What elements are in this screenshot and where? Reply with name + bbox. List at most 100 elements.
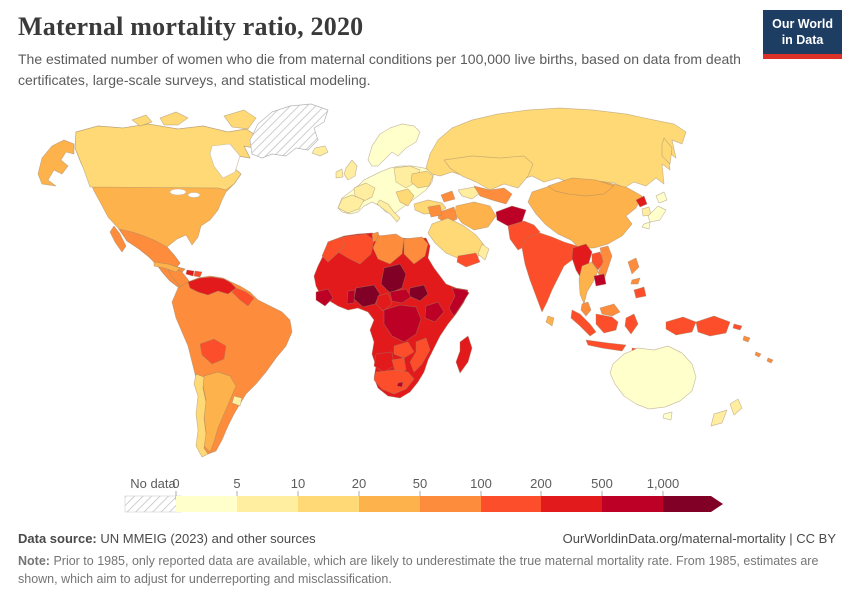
country-india[interactable] — [521, 232, 589, 313]
legend-bin-5[interactable] — [481, 496, 541, 512]
country-ukraine[interactable] — [410, 170, 434, 189]
country-indonesia[interactable] — [665, 316, 697, 336]
country-australia[interactable] — [662, 411, 673, 421]
country-japan[interactable] — [655, 191, 668, 204]
country-mozambique[interactable] — [409, 337, 431, 373]
legend-bin-6[interactable] — [541, 496, 602, 512]
country-iceland[interactable] — [311, 145, 329, 157]
country-indonesia[interactable] — [570, 309, 597, 337]
country-indonesia[interactable] — [585, 339, 627, 352]
legend-bin-4[interactable] — [420, 496, 481, 512]
country-arctic-islands[interactable] — [131, 114, 153, 127]
country-libya[interactable] — [372, 233, 405, 265]
country-algeria[interactable] — [337, 233, 375, 265]
legend-bin-3[interactable] — [359, 496, 420, 512]
country-dominican-republic[interactable] — [193, 270, 203, 278]
country-oman[interactable] — [477, 243, 490, 261]
country-caucasus[interactable] — [440, 190, 456, 203]
country-north-korea[interactable] — [635, 195, 648, 208]
legend-bin-0[interactable] — [176, 496, 237, 512]
country-mongolia[interactable] — [547, 177, 615, 197]
world-map[interactable] — [28, 96, 848, 468]
country-uzbekistan-region[interactable] — [473, 185, 513, 205]
legend-bin-2[interactable] — [298, 496, 359, 512]
country-pacific-islands[interactable] — [754, 351, 762, 358]
country-pacific-islands[interactable] — [766, 357, 774, 364]
country-cambodia[interactable] — [593, 273, 607, 287]
country-dr-congo[interactable] — [383, 304, 422, 343]
country-new-zealand[interactable] — [729, 398, 743, 416]
owid-logo[interactable]: Our World in Data — [763, 10, 842, 59]
legend-bin-1[interactable] — [237, 496, 298, 512]
country-indonesia[interactable] — [624, 313, 639, 335]
legend-bin-7[interactable] — [602, 496, 663, 512]
no-data-swatch[interactable] — [124, 495, 182, 513]
country-balkans[interactable] — [395, 188, 415, 207]
country-mexico[interactable] — [109, 225, 127, 253]
country-kenya[interactable] — [424, 301, 445, 323]
country-scandinavia[interactable] — [367, 123, 421, 167]
chart-header: Maternal mortality ratio, 2020 The estim… — [18, 12, 758, 91]
country-south-africa[interactable] — [373, 369, 415, 395]
country-sri-lanka[interactable] — [545, 315, 555, 327]
country-brazil-region[interactable] — [171, 275, 293, 455]
country-chile[interactable] — [193, 373, 209, 458]
country-turkmenistan[interactable] — [457, 186, 481, 200]
country-japan[interactable] — [647, 205, 667, 223]
country-japan[interactable] — [641, 221, 651, 230]
country-guinea[interactable] — [315, 288, 334, 307]
country-ireland[interactable] — [335, 168, 344, 179]
country-alaska[interactable] — [37, 139, 75, 187]
country-yemen[interactable] — [456, 252, 481, 268]
map-legend: No data 0 5 10 20 50 100 200 500 1,000 — [120, 476, 740, 520]
country-arctic-islands[interactable] — [159, 111, 189, 126]
country-pacific-islands[interactable] — [742, 335, 751, 343]
country-haiti[interactable] — [185, 269, 195, 277]
country-levant[interactable] — [427, 204, 443, 218]
country-indonesia[interactable] — [595, 313, 619, 334]
country-kazakhstan[interactable] — [443, 155, 534, 191]
country-bolivia[interactable] — [199, 338, 227, 365]
country-lesotho[interactable] — [396, 381, 404, 388]
chart-footer: Data source: UN MMEIG (2023) and other s… — [18, 531, 836, 588]
country-uk[interactable] — [343, 159, 358, 181]
country-cameroon[interactable] — [375, 292, 393, 312]
country-central-african-republic[interactable] — [389, 288, 412, 304]
country-venezuela[interactable] — [187, 276, 237, 296]
country-canada[interactable] — [74, 123, 261, 191]
country-nigeria[interactable] — [353, 284, 381, 308]
country-egypt[interactable] — [403, 236, 429, 265]
country-cuba[interactable] — [153, 261, 181, 273]
page-title: Maternal mortality ratio, 2020 — [18, 12, 364, 41]
country-iran[interactable] — [454, 201, 497, 231]
country-philippines[interactable] — [630, 277, 641, 285]
country-philippines[interactable] — [627, 257, 640, 275]
country-greenland[interactable] — [249, 103, 329, 159]
legend-tick-label: 20 — [352, 476, 366, 491]
country-malaysia[interactable] — [599, 303, 621, 317]
country-spain-portugal[interactable] — [337, 194, 365, 214]
country-new-zealand[interactable] — [710, 409, 728, 427]
country-china[interactable] — [527, 179, 643, 249]
country-benin-togo[interactable] — [346, 289, 356, 305]
country-arctic-islands[interactable] — [223, 109, 257, 130]
country-chad[interactable] — [380, 263, 407, 294]
country-madagascar[interactable] — [455, 335, 473, 374]
country-namibia[interactable] — [373, 351, 395, 373]
country-uruguay[interactable] — [231, 395, 243, 407]
country-malaysia[interactable] — [580, 301, 592, 317]
legend-bin-8-arrow[interactable] — [663, 496, 723, 512]
country-zambia[interactable] — [393, 341, 415, 359]
country-papua-new-guinea[interactable] — [732, 323, 743, 331]
legend-tick-label: 50 — [413, 476, 427, 491]
country-somalia[interactable] — [448, 287, 470, 317]
country-italy[interactable] — [376, 199, 401, 223]
country-philippines[interactable] — [633, 286, 647, 299]
country-australia[interactable] — [609, 345, 697, 410]
great-lakes — [169, 188, 187, 196]
footer-link[interactable]: OurWorldinData.org/maternal-mortality | … — [562, 531, 836, 546]
country-russia[interactable] — [661, 137, 673, 165]
country-vietnam[interactable] — [597, 245, 613, 281]
country-guyanas[interactable] — [231, 287, 255, 307]
country-papua-new-guinea[interactable] — [695, 315, 731, 337]
